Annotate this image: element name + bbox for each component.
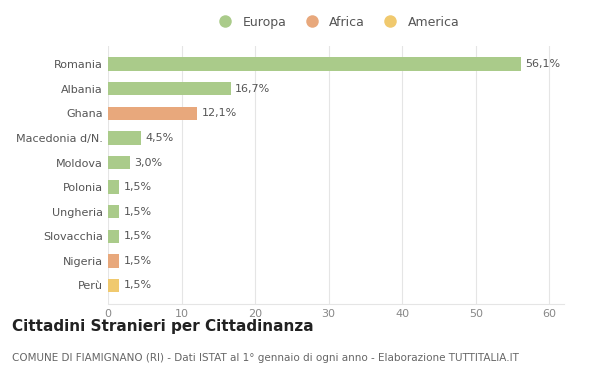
Text: 56,1%: 56,1%: [525, 59, 560, 69]
Text: 1,5%: 1,5%: [124, 280, 152, 290]
Bar: [108, 131, 141, 145]
Text: Cittadini Stranieri per Cittadinanza: Cittadini Stranieri per Cittadinanza: [12, 319, 314, 334]
Text: 1,5%: 1,5%: [124, 231, 152, 241]
Bar: [108, 205, 119, 218]
Legend: Europa, Africa, America: Europa, Africa, America: [208, 11, 464, 33]
Bar: [108, 254, 119, 268]
Text: 1,5%: 1,5%: [124, 256, 152, 266]
Text: 4,5%: 4,5%: [146, 133, 174, 143]
Bar: [108, 156, 130, 169]
Bar: [108, 180, 119, 194]
Text: 16,7%: 16,7%: [235, 84, 271, 94]
Text: COMUNE DI FIAMIGNANO (RI) - Dati ISTAT al 1° gennaio di ogni anno - Elaborazione: COMUNE DI FIAMIGNANO (RI) - Dati ISTAT a…: [12, 353, 519, 363]
Text: 12,1%: 12,1%: [202, 108, 236, 118]
Bar: [108, 106, 197, 120]
Bar: [108, 57, 521, 71]
Text: 1,5%: 1,5%: [124, 182, 152, 192]
Bar: [108, 82, 231, 95]
Bar: [108, 230, 119, 243]
Text: 1,5%: 1,5%: [124, 207, 152, 217]
Text: 3,0%: 3,0%: [134, 157, 163, 168]
Bar: [108, 279, 119, 292]
